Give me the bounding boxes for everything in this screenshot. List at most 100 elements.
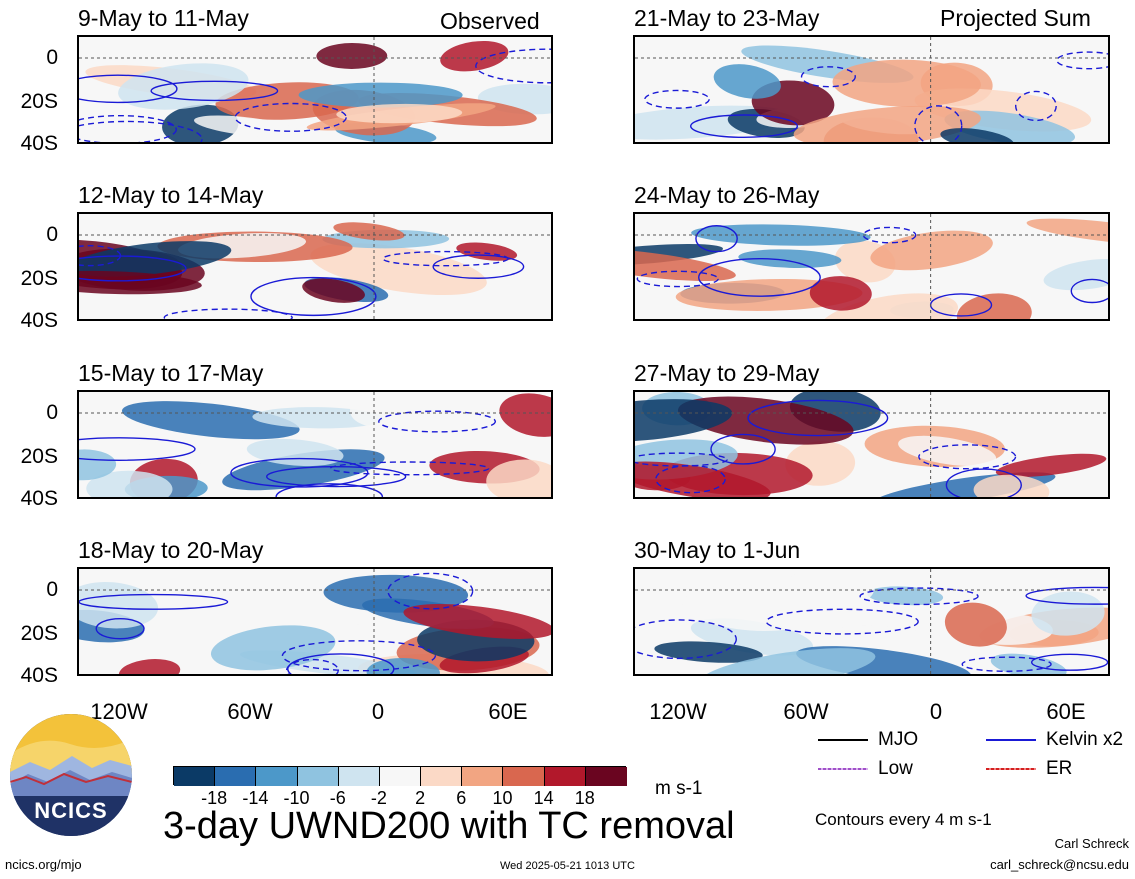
kelvin-contour <box>234 102 347 132</box>
kelvin-contour <box>945 468 1022 497</box>
kelvin-contour <box>432 254 525 279</box>
map-panel <box>633 390 1110 499</box>
kelvin-contour <box>163 308 293 319</box>
footer-email: carl_schreck@ncsu.edu <box>990 857 1129 872</box>
anomaly-shading <box>118 63 249 110</box>
colorbar-swatch <box>215 767 257 786</box>
kelvin-contour <box>475 48 551 84</box>
kelvin-contour <box>1025 586 1108 605</box>
kelvin-contour <box>79 437 196 461</box>
kelvin-contour <box>382 250 509 267</box>
anomaly-shading <box>973 474 1050 497</box>
colorbar-swatch <box>544 767 586 786</box>
kelvin-contour <box>266 465 407 488</box>
x-tick-label: 60W <box>227 699 273 724</box>
map-panel <box>633 212 1110 321</box>
kelvin-contour <box>329 461 490 476</box>
anomaly-shading <box>898 435 997 467</box>
map-panel <box>633 35 1110 144</box>
anomaly-shading <box>1043 259 1108 291</box>
y-tick-label: 0 <box>46 223 58 246</box>
anomaly-shading <box>940 128 1014 142</box>
x-tick-label: 120W <box>649 699 707 724</box>
colorbar-swatch <box>503 767 545 786</box>
anomaly-shading <box>780 569 875 612</box>
colorbar-tick-label: 18 <box>574 788 595 808</box>
kelvin-contour <box>79 114 177 142</box>
anomaly-shading <box>298 82 463 108</box>
y-tick-label: 40S <box>20 664 58 687</box>
colorbar-units: m s-1 <box>655 778 703 799</box>
anomaly-shading <box>990 653 1067 674</box>
kelvin-contour <box>635 619 737 660</box>
panel-title: 30-May to 1-Jun <box>634 537 801 563</box>
map-field <box>635 37 1108 142</box>
map-field <box>79 569 551 674</box>
colorbar-tick-label: 14 <box>533 788 554 808</box>
colorbar-tick-label: -14 <box>242 788 269 808</box>
panel-title: 27-May to 29-May <box>634 360 820 386</box>
panel-title: 18-May to 20-May <box>78 537 264 563</box>
colorbar-swatch <box>585 767 627 786</box>
kelvin-contour <box>378 410 497 433</box>
kelvin-contour <box>859 587 979 606</box>
kelvin-contour <box>800 66 856 88</box>
anomaly-shading <box>86 470 173 497</box>
kelvin-swatch <box>986 739 1036 741</box>
colorbar-swatch <box>379 767 422 786</box>
x-tick-label: 60E <box>488 699 528 724</box>
anomaly-shading <box>440 40 509 72</box>
panel-title: 24-May to 26-May <box>634 182 820 208</box>
colorbar-tick-label: -10 <box>283 788 310 808</box>
anomaly-shading <box>867 586 944 606</box>
main-title: 3-day UWND200 with TC removal <box>163 805 735 847</box>
anomaly-shading <box>282 302 359 319</box>
kelvin-contour <box>285 658 339 674</box>
colorbar-tick-label: 10 <box>492 788 513 808</box>
map-field <box>79 392 551 497</box>
kelvin-contour <box>914 105 963 142</box>
observed-label: Observed <box>440 8 540 34</box>
colorbar-tick-label: 6 <box>456 788 467 808</box>
anomaly-shading <box>713 64 781 99</box>
kelvin-contour <box>230 457 369 488</box>
panel-title: 21-May to 23-May <box>634 5 820 31</box>
kelvin-contour <box>698 257 821 297</box>
legend-label: Low <box>878 758 913 779</box>
map-panel <box>77 390 553 499</box>
ncics-logo: NCICS <box>10 714 132 836</box>
footer-url: ncics.org/mjo <box>5 857 82 872</box>
anomaly-shading <box>635 461 771 497</box>
y-tick-label: 40S <box>20 487 58 510</box>
anomaly-shading <box>832 59 981 107</box>
anomaly-shading <box>366 658 440 674</box>
anomaly-shading <box>499 393 551 437</box>
anomaly-shading <box>302 278 365 303</box>
legend-label: Kelvin x2 <box>1046 729 1124 750</box>
colorbar-tick-label: -18 <box>201 788 228 808</box>
y-tick-label: 0 <box>46 578 58 601</box>
low-swatch <box>818 768 868 770</box>
kelvin-contour <box>695 225 738 253</box>
kelvin-contour <box>655 464 726 494</box>
colorbar-swatch <box>462 767 504 786</box>
kelvin-contour <box>79 120 203 142</box>
panel-title: 12-May to 14-May <box>78 182 264 208</box>
anomaly-shading <box>956 293 1032 319</box>
anomaly-shading <box>486 459 551 497</box>
kelvin-contour <box>765 608 919 635</box>
anomaly-shading <box>1026 218 1108 246</box>
kelvin-contour <box>636 270 719 288</box>
x-tick-label: 120W <box>90 699 148 724</box>
anomaly-shading <box>403 604 551 639</box>
anomaly-shading <box>118 659 181 674</box>
kelvin-contour <box>79 74 178 104</box>
colorbar-swatch <box>421 767 463 786</box>
anomaly-shading <box>793 105 981 142</box>
logo-graphic <box>10 714 132 836</box>
y-tick-label: 0 <box>46 46 58 69</box>
er-swatch <box>986 768 1036 770</box>
kelvin-contour <box>710 433 776 465</box>
kelvin-contour <box>275 483 384 497</box>
x-tick-label: 60E <box>1046 699 1086 724</box>
